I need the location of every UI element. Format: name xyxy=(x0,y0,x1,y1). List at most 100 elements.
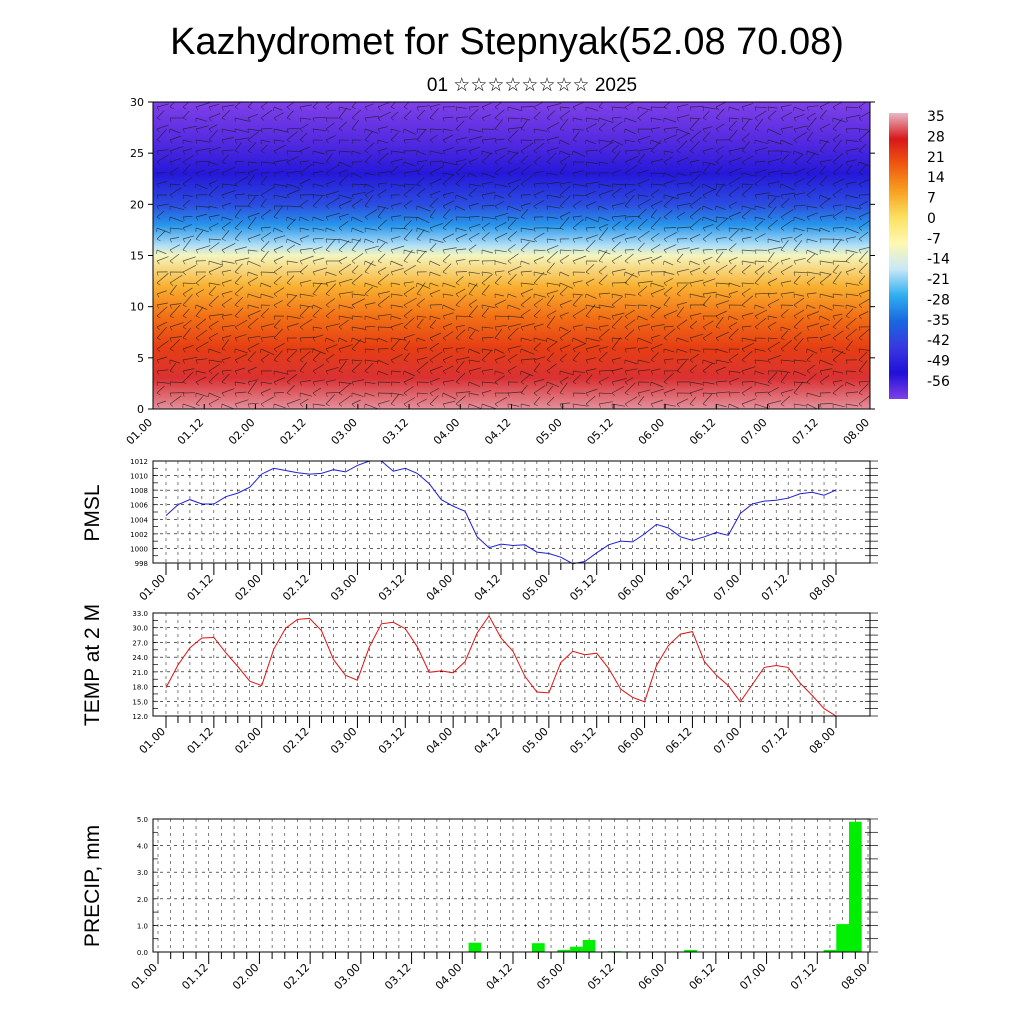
wind-barb-flag xyxy=(663,139,667,144)
wind-barb-flag xyxy=(156,249,158,255)
wind-barb-flag xyxy=(793,128,797,133)
wind-barb-flag xyxy=(585,392,589,397)
wind-barb xyxy=(325,354,335,361)
wind-barb-flag xyxy=(689,172,692,177)
wind-barb-flag xyxy=(364,348,367,353)
wind-barb xyxy=(520,202,531,207)
wind-barb xyxy=(728,147,744,152)
wind-barb xyxy=(351,150,362,155)
wind-barb xyxy=(247,293,261,299)
wind-barb xyxy=(247,234,261,240)
wind-barb xyxy=(481,284,490,295)
wind-barb-flag xyxy=(481,238,486,242)
wind-barb xyxy=(403,340,411,350)
wind-barb xyxy=(494,328,503,339)
wind-barb-flag xyxy=(845,161,849,166)
y-tick-label: 1002 xyxy=(130,531,148,539)
wind-barb xyxy=(741,295,754,306)
wind-barb-flag xyxy=(832,359,837,363)
wind-barb-flag xyxy=(208,194,213,198)
wind-barb-flag xyxy=(286,392,291,396)
wind-barb-flag xyxy=(429,161,432,166)
wind-barb xyxy=(195,304,208,310)
wind-barb xyxy=(351,238,362,251)
wind-barb xyxy=(702,110,710,119)
wind-barb-flag xyxy=(832,161,837,165)
wind-barb-flag xyxy=(273,205,276,210)
wind-barb-flag xyxy=(819,216,822,221)
wind-barb xyxy=(494,194,504,199)
wind-barb xyxy=(325,227,336,232)
wind-barb-flag xyxy=(702,260,706,265)
wind-barb xyxy=(585,278,595,284)
wind-barb-flag xyxy=(377,238,379,244)
wind-barb-flag xyxy=(624,238,628,243)
wind-barb-flag xyxy=(702,271,707,275)
wind-barb xyxy=(494,275,502,284)
wind-barb-flag xyxy=(221,117,226,121)
wind-barb xyxy=(208,286,217,295)
wind-barb-flag xyxy=(455,249,458,254)
wind-barb xyxy=(793,381,808,384)
wind-barb-flag xyxy=(572,359,577,362)
wind-barb-flag xyxy=(611,216,614,221)
wind-barb-flag xyxy=(286,117,291,120)
wind-barb xyxy=(507,216,519,219)
wind-barb-flag xyxy=(273,172,276,177)
wind-barb-flag xyxy=(767,392,772,397)
wind-barb-flag xyxy=(715,106,719,111)
wind-barb-flag xyxy=(481,392,485,397)
wind-barb xyxy=(494,212,509,218)
wind-barb xyxy=(364,238,375,244)
wind-barb xyxy=(624,272,635,284)
wind-barb-flag xyxy=(845,271,849,276)
wind-barb xyxy=(637,242,645,251)
wind-barb-flag xyxy=(286,161,290,166)
wind-barb-flag xyxy=(819,161,823,166)
wind-barb xyxy=(429,238,444,243)
wind-barb-flag xyxy=(338,205,342,210)
wind-barb-flag xyxy=(598,205,600,211)
wind-barb xyxy=(533,256,544,262)
wind-barb xyxy=(325,391,341,394)
wind-barb xyxy=(468,348,481,354)
wind-barb-flag xyxy=(156,161,161,165)
wind-barb xyxy=(156,290,167,295)
wind-barb xyxy=(325,122,335,130)
wind-barb-flag xyxy=(273,304,277,309)
wind-barb xyxy=(351,265,359,273)
wind-barb xyxy=(806,271,821,275)
wind-barb xyxy=(624,164,638,174)
wind-barb xyxy=(715,216,729,219)
wind-barb xyxy=(741,183,754,186)
wind-barb-flag xyxy=(312,271,316,276)
wind-barb-flag xyxy=(741,139,746,143)
wind-barb-flag xyxy=(234,227,239,231)
wind-barb xyxy=(494,324,508,328)
wind-barb-flag xyxy=(845,381,847,387)
wind-barb-flag xyxy=(572,172,576,177)
wind-barb xyxy=(377,148,387,152)
wind-barb xyxy=(793,233,803,240)
wind-barb xyxy=(598,183,612,187)
wind-barb-flag xyxy=(481,359,486,363)
wind-barb-flag xyxy=(156,370,159,375)
wind-barb-flag xyxy=(559,381,564,385)
wind-barb xyxy=(468,128,482,133)
wind-barb-flag xyxy=(221,293,225,298)
wind-barb xyxy=(780,280,792,284)
wind-barb xyxy=(221,183,237,186)
wind-barb-flag xyxy=(702,392,705,397)
wind-barb-flag xyxy=(195,139,197,145)
wind-barb xyxy=(169,237,180,240)
wind-barb xyxy=(442,263,452,273)
wind-barb-flag xyxy=(793,304,798,308)
colorbar-label: -49 xyxy=(927,354,950,370)
wind-barb xyxy=(780,257,791,262)
wind-barb-flag xyxy=(455,205,457,210)
wind-barb xyxy=(494,102,503,108)
wind-barb xyxy=(819,139,830,143)
wind-barb xyxy=(819,403,833,405)
wind-barb-flag xyxy=(572,128,574,134)
